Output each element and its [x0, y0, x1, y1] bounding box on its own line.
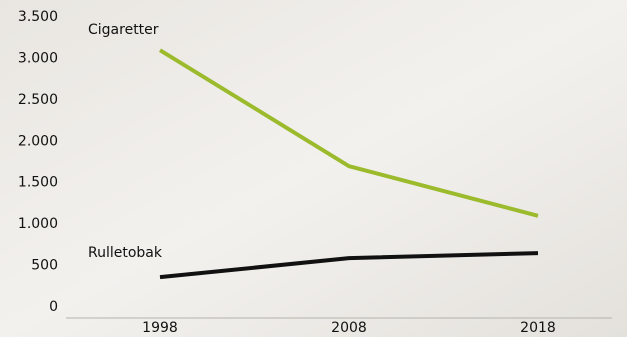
series-line [158, 48, 539, 218]
y-tick-label: 2.000 [18, 133, 58, 149]
y-tick-label: 1.500 [18, 175, 58, 191]
x-tick-label: 1998 [142, 320, 178, 336]
y-tick-label: 3.000 [18, 50, 58, 66]
y-tick-label: 2.500 [18, 92, 58, 108]
x-tick-label: 2008 [331, 320, 367, 336]
series-label: Cigaretter [88, 22, 159, 38]
x-tick-label: 2018 [520, 320, 556, 336]
y-tick-label: 500 [31, 258, 58, 274]
series-label: Rulletobak [88, 245, 163, 261]
series-line [159, 251, 539, 280]
y-tick-label: 0 [49, 299, 58, 315]
y-tick-label: 1.000 [18, 216, 58, 232]
y-tick-label: 3.500 [18, 9, 58, 25]
